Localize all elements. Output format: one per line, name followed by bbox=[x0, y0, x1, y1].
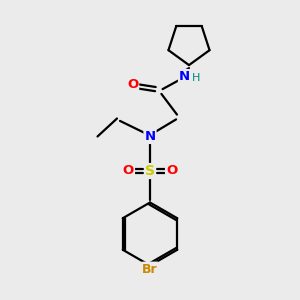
Text: N: N bbox=[179, 70, 190, 83]
Text: O: O bbox=[127, 77, 138, 91]
Text: O: O bbox=[166, 164, 177, 178]
Text: Br: Br bbox=[142, 262, 158, 276]
Text: H: H bbox=[192, 73, 200, 83]
Text: S: S bbox=[145, 164, 155, 178]
Text: N: N bbox=[144, 130, 156, 143]
Text: O: O bbox=[123, 164, 134, 178]
